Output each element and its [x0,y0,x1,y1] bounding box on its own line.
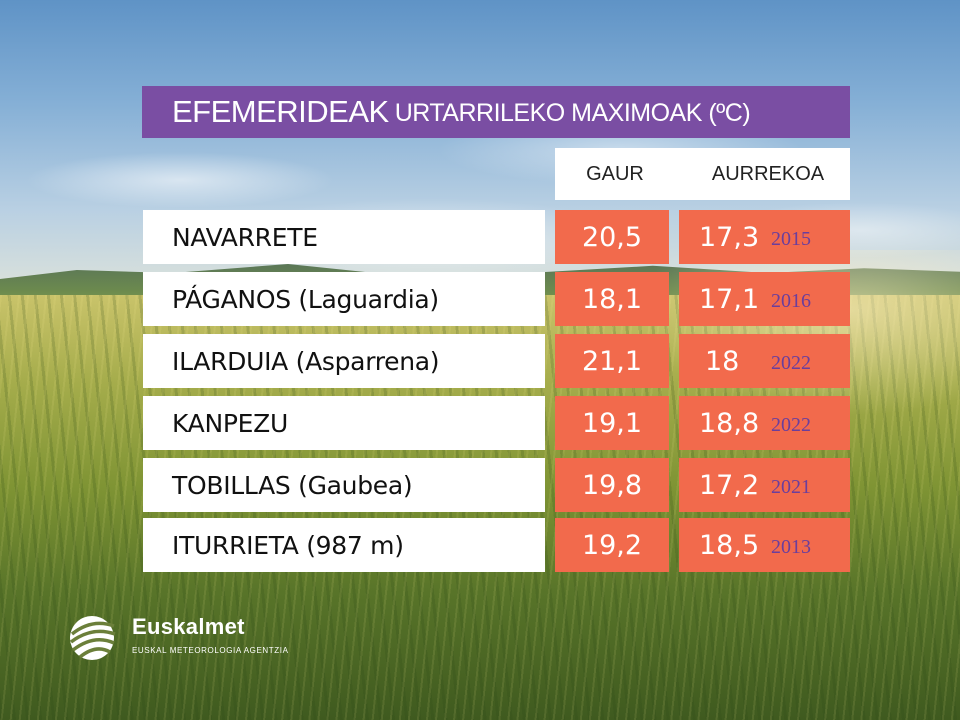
station-name: TOBILLAS (Gaubea) [143,458,545,512]
today-max: 19,8 [555,458,669,512]
today-max: 18,1 [555,272,669,326]
previous-record: 17,2 2021 [679,458,850,512]
previous-record: 18,8 2022 [679,396,850,450]
previous-record-year: 2021 [771,476,811,498]
station-name: ILARDUIA (Asparrena) [143,334,545,388]
previous-record-year: 2022 [771,352,811,374]
station-name: ITURRIETA (987 m) [143,518,545,572]
table-row: KANPEZU 19,1 18,8 2022 [0,396,960,450]
euskalmet-logo-icon [69,616,116,660]
table-row: PÁGANOS (Laguardia) 18,1 17,1 2016 [0,272,960,326]
today-max: 19,2 [555,518,669,572]
euskalmet-logo: Euskalmet EUSKAL METEOROLOGIA AGENTZIA [66,612,306,662]
previous-record-year: 2013 [771,536,811,558]
column-header-today: GAUR [586,162,644,185]
previous-record: 18 2022 [679,334,850,388]
table-row: NAVARRETE 20,5 17,3 2015 [0,210,960,264]
previous-record-value: 18,8 [699,408,760,439]
logo-name: Euskalmet [132,614,245,639]
column-header-previous: AURREKOA [711,162,825,185]
previous-record: 17,3 2015 [679,210,850,264]
today-max: 19,1 [555,396,669,450]
column-header: GAUR AURREKOA [555,148,850,200]
previous-record: 18,5 2013 [679,518,850,572]
title-main: EFEMERIDEAK [172,94,389,129]
table-row: ITURRIETA (987 m) 19,2 18,5 2013 [0,518,960,572]
previous-record-year: 2015 [771,228,811,250]
table-row: ILARDUIA (Asparrena) 21,1 18 2022 [0,334,960,388]
station-name: PÁGANOS (Laguardia) [143,272,545,326]
table-row: TOBILLAS (Gaubea) 19,8 17,2 2021 [0,458,960,512]
station-name: NAVARRETE [143,210,545,264]
today-max: 20,5 [555,210,669,264]
previous-record: 17,1 2016 [679,272,850,326]
today-max: 21,1 [555,334,669,388]
previous-record-value: 18,5 [699,530,760,561]
station-name: KANPEZU [143,396,545,450]
title-banner: EFEMERIDEAK URTARRILEKO MAXIMOAK (ºC) [142,86,850,138]
previous-record-value: 17,2 [699,470,760,501]
previous-record-year: 2016 [771,290,811,312]
logo-tagline: EUSKAL METEOROLOGIA AGENTZIA [132,646,289,655]
previous-record-year: 2022 [771,414,811,436]
previous-record-value: 17,3 [699,222,760,253]
title-subtitle: URTARRILEKO MAXIMOAK (ºC) [394,98,751,127]
previous-record-value: 18 [705,346,740,377]
previous-record-value: 17,1 [699,284,760,315]
